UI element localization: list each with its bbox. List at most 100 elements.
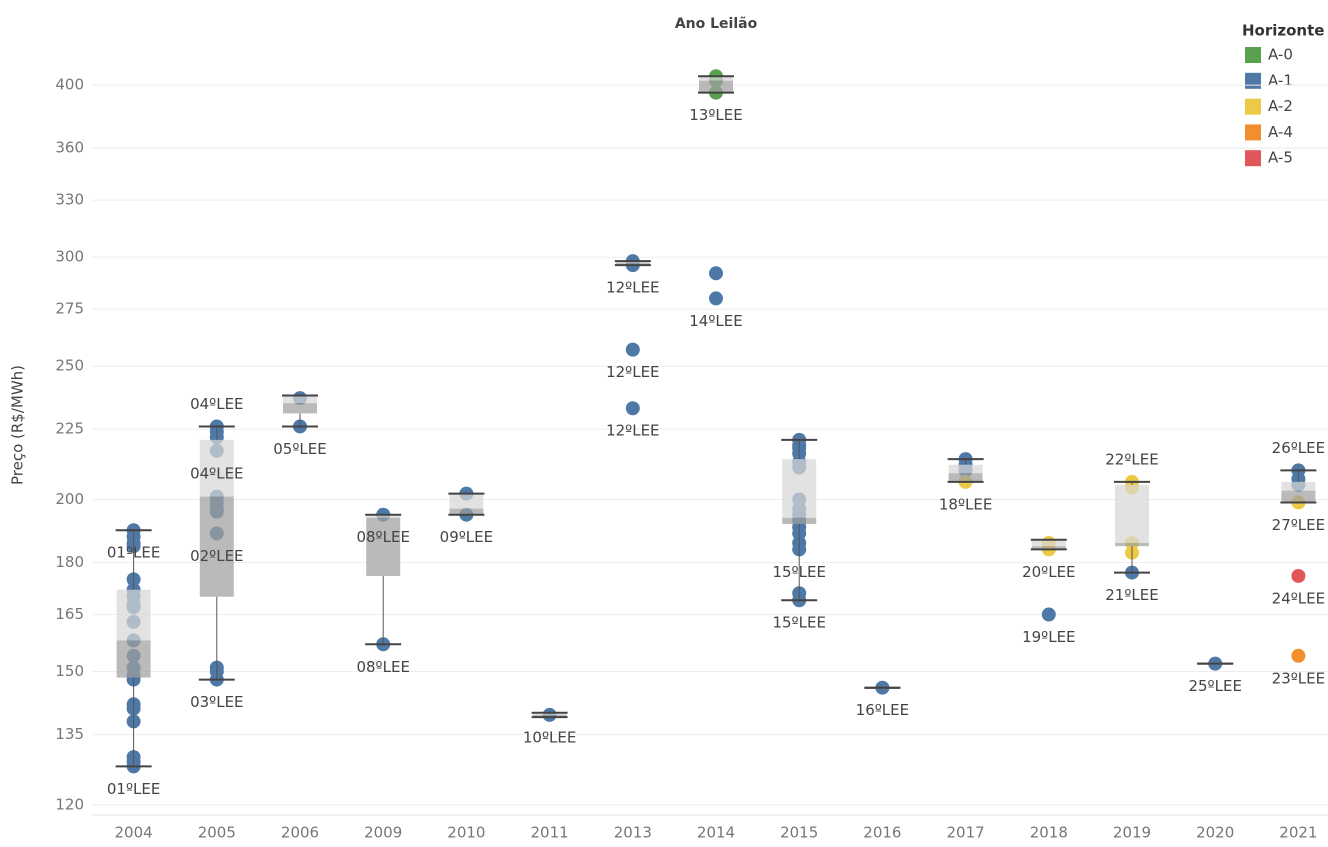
y-tick-label: 275 (55, 300, 84, 318)
legend-label: A-0 (1268, 46, 1293, 64)
box-upper (116, 589, 151, 641)
point (625, 401, 640, 416)
y-tick-label: 330 (55, 191, 84, 209)
box-upper (699, 76, 733, 81)
box-lower (699, 80, 733, 93)
point-label: 12ºLEE (606, 422, 659, 440)
x-tick-label: 2010 (447, 824, 485, 842)
x-tick-label: 2005 (198, 824, 236, 842)
box-upper (1281, 481, 1316, 491)
point-label: 21ºLEE (1105, 586, 1158, 604)
legend-swatch (1245, 98, 1261, 115)
point-label: 24ºLEE (1272, 589, 1325, 607)
legend-title: Horizonte (1242, 22, 1324, 40)
box-upper (449, 493, 484, 509)
legend-swatch (1245, 124, 1261, 141)
point-label: 27ºLEE (1272, 516, 1325, 534)
y-tick-label: 400 (55, 76, 84, 94)
point (709, 291, 723, 306)
point-label: 04ºLEE (190, 395, 243, 413)
box-lower (1031, 546, 1066, 550)
box-upper (199, 439, 234, 497)
box-lower (449, 508, 484, 515)
x-tick-label: 2018 (1030, 824, 1068, 842)
point-label: 12ºLEE (606, 279, 659, 297)
box-lower (366, 517, 401, 576)
point-label: 20ºLEE (1022, 563, 1075, 581)
box-lower (116, 640, 151, 678)
point-label: 13ºLEE (689, 106, 742, 124)
point-label: 19ºLEE (1022, 628, 1075, 646)
box-upper (532, 712, 567, 715)
point-label: 05ºLEE (273, 440, 326, 458)
point (1291, 648, 1306, 663)
legend-swatch (1245, 47, 1261, 63)
legend-swatch (1245, 150, 1261, 167)
box-lower (283, 403, 317, 414)
x-tick-label: 2014 (697, 824, 735, 842)
y-tick-label: 300 (55, 248, 84, 266)
y-axis-label: Preço (R$/MWh) (9, 365, 27, 485)
point-label: 25ºLEE (1188, 677, 1241, 695)
legend-label: A-5 (1268, 149, 1293, 167)
y-tick-label: 250 (55, 357, 84, 375)
chart-title: Ano Leilão (675, 16, 758, 32)
point-label: 26ºLEE (1272, 439, 1325, 457)
point (625, 342, 640, 357)
point-label: 18ºLEE (939, 495, 992, 513)
point-label: 01ºLEE (107, 780, 160, 798)
point-label: 08ºLEE (356, 528, 409, 546)
box-lower (615, 263, 650, 266)
box-upper (782, 459, 817, 518)
box-upper (1031, 539, 1066, 547)
x-tick-label: 2004 (115, 824, 153, 842)
point-label: 09ºLEE (440, 528, 493, 546)
point (1041, 607, 1056, 622)
x-tick-label: 2013 (614, 824, 652, 842)
y-tick-label: 135 (55, 725, 84, 743)
point-label: 04ºLEE (190, 464, 243, 482)
point-label: 08ºLEE (356, 658, 409, 676)
point-label: 10ºLEE (523, 728, 576, 746)
box-upper (1115, 484, 1149, 543)
x-tick-label: 2020 (1196, 824, 1234, 842)
x-tick-label: 2011 (531, 824, 569, 842)
point-label: 12ºLEE (606, 363, 659, 381)
box-lower (948, 473, 983, 482)
point-label: 02ºLEE (190, 547, 243, 565)
box-upper (283, 395, 317, 404)
x-tick-label: 2017 (947, 824, 985, 842)
x-tick-label: 2006 (281, 824, 319, 842)
x-tick-label: 2009 (364, 824, 402, 842)
legend-label: A-4 (1268, 123, 1293, 141)
point-label: 16ºLEE (856, 701, 909, 719)
legend-label: A-1 (1268, 71, 1293, 89)
y-tick-label: 150 (55, 662, 84, 680)
point-label: 22ºLEE (1105, 450, 1158, 468)
point (1291, 568, 1306, 583)
box-upper (366, 514, 401, 518)
box-lower (532, 714, 567, 718)
box-lower (199, 496, 234, 597)
point-label: 01ºLEE (107, 544, 160, 562)
x-tick-label: 2021 (1279, 824, 1317, 842)
y-tick-label: 180 (55, 553, 84, 571)
box-lower (782, 517, 817, 524)
x-tick-label: 2019 (1113, 824, 1151, 842)
box-lower (1281, 490, 1316, 503)
box-upper (615, 261, 650, 264)
point-label: 15ºLEE (772, 563, 825, 581)
box-upper (948, 464, 983, 474)
x-tick-label: 2016 (863, 824, 901, 842)
legend-label: A-2 (1268, 97, 1293, 115)
y-tick-label: 120 (55, 795, 84, 813)
point-label: 03ºLEE (190, 693, 243, 711)
y-tick-label: 225 (55, 420, 84, 438)
point-label: 23ºLEE (1272, 669, 1325, 687)
y-tick-label: 165 (55, 605, 84, 623)
y-tick-label: 200 (55, 490, 84, 508)
y-tick-label: 360 (55, 139, 84, 157)
box-lower (1115, 542, 1149, 547)
x-tick-label: 2015 (780, 824, 818, 842)
